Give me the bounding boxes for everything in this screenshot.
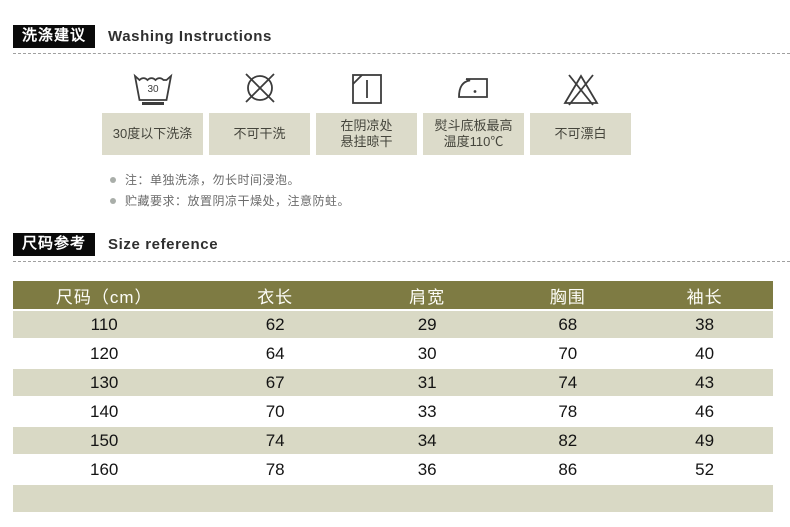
care-label-line: 不可干洗	[233, 126, 286, 141]
care-label: 在阴凉处 悬挂晾干	[316, 113, 417, 155]
cell-shoulder: 31	[354, 368, 500, 397]
cell-length: 74	[195, 426, 355, 455]
care-item-shade-dry: 在阴凉处 悬挂晾干	[316, 67, 417, 155]
size-title-en: Size reference	[108, 236, 219, 253]
col-header-length: 衣长	[195, 281, 355, 310]
table-bottom-strip	[13, 485, 773, 512]
cell-sleeve: 49	[636, 426, 773, 455]
care-label-line: 不可漂白	[554, 126, 607, 141]
cell-size: 130	[13, 368, 196, 397]
no-bleach-icon	[558, 67, 604, 113]
size-section-header: 尺码参考 Size reference	[13, 233, 790, 262]
note-line: 注：单独洗涤，勿长时间浸泡。	[110, 169, 790, 190]
washing-section-header: 洗涤建议 Washing Instructions	[13, 25, 790, 54]
care-icons-row: 30 30度以下洗涤 不可干洗	[102, 67, 790, 155]
cell-shoulder: 29	[354, 310, 500, 339]
care-label-line: 30度以下洗涤	[112, 126, 193, 141]
note-line: 贮藏要求：放置阴凉干燥处，注意防蛀。	[110, 190, 790, 211]
cell-size: 150	[13, 426, 196, 455]
cell-shoulder: 30	[417, 343, 437, 363]
size-title-box: 尺码参考	[13, 233, 96, 256]
table-row: 150 74 34 82 49	[13, 426, 773, 455]
iron-max-110-icon	[451, 67, 497, 113]
washing-title-en: Washing Instructions	[108, 28, 272, 45]
care-label: 不可漂白	[530, 113, 631, 155]
cell-shoulder: 36	[417, 459, 437, 479]
care-label: 不可干洗	[209, 113, 310, 155]
size-reference-table: 尺码（cm） 衣长 肩宽 胸围 袖长 110 62 29 68 38 120 6…	[13, 281, 773, 485]
care-label-line: 在阴凉处	[340, 118, 393, 133]
care-label: 30度以下洗涤	[102, 113, 203, 155]
cell-sleeve: 38	[636, 310, 773, 339]
table-header-row: 尺码（cm） 衣长 肩宽 胸围 袖长	[13, 281, 773, 310]
wash-tub-30-icon: 30	[130, 67, 176, 113]
cell-size: 110	[13, 310, 196, 339]
cell-length: 62	[195, 310, 355, 339]
cell-shoulder: 34	[354, 426, 500, 455]
col-header-sleeve: 袖长	[636, 281, 773, 310]
care-item-iron-110: 熨斗底板最高 温度110℃	[423, 67, 524, 155]
cell-length: 78	[265, 459, 285, 479]
cell-sleeve: 52	[695, 459, 715, 479]
svg-text:30: 30	[147, 84, 159, 95]
cell-sleeve: 46	[695, 401, 715, 421]
table-row: 110 62 29 68 38	[13, 310, 773, 339]
cell-sleeve: 43	[636, 368, 773, 397]
cell-size: 160	[90, 459, 119, 479]
care-item-no-dry-clean: 不可干洗	[209, 67, 310, 155]
shade-hang-dry-icon	[344, 67, 390, 113]
bullet-icon	[110, 197, 116, 204]
care-item-wash-30: 30 30度以下洗涤	[102, 67, 203, 155]
care-item-no-bleach: 不可漂白	[530, 67, 631, 155]
washing-title-box: 洗涤建议	[13, 25, 96, 48]
care-label: 熨斗底板最高 温度110℃	[423, 113, 524, 155]
table-row: 130 67 31 74 43	[13, 368, 773, 397]
care-label-line: 熨斗底板最高	[434, 118, 513, 133]
cell-length: 70	[265, 401, 285, 421]
cell-size: 120	[90, 343, 119, 363]
note-text: 贮藏要求：放置阴凉干燥处，注意防蛀。	[125, 194, 351, 208]
col-header-size: 尺码（cm）	[13, 281, 196, 310]
cell-chest: 70	[558, 343, 578, 363]
col-header-chest: 胸围	[499, 281, 637, 310]
cell-chest: 68	[499, 310, 637, 339]
cell-shoulder: 33	[417, 401, 437, 421]
table-row: 120 64 30 70 40	[13, 339, 773, 368]
cell-chest: 78	[558, 401, 578, 421]
cell-size: 140	[90, 401, 119, 421]
cell-length: 64	[265, 343, 285, 363]
care-label-line: 温度110℃	[443, 134, 504, 149]
cell-chest: 86	[558, 459, 578, 479]
cell-chest: 74	[499, 368, 637, 397]
care-notes: 注：单独洗涤，勿长时间浸泡。 贮藏要求：放置阴凉干燥处，注意防蛀。	[110, 169, 790, 211]
cell-sleeve: 40	[695, 343, 715, 363]
care-label-line: 悬挂晾干	[340, 134, 393, 149]
no-dry-clean-icon	[237, 67, 283, 113]
bullet-icon	[110, 176, 116, 183]
cell-length: 67	[195, 368, 355, 397]
table-row: 160 78 36 86 52	[13, 455, 773, 484]
cell-chest: 82	[499, 426, 637, 455]
note-text: 注：单独洗涤，勿长时间浸泡。	[125, 173, 301, 187]
table-row: 140 70 33 78 46	[13, 397, 773, 426]
col-header-shoulder: 肩宽	[354, 281, 500, 310]
